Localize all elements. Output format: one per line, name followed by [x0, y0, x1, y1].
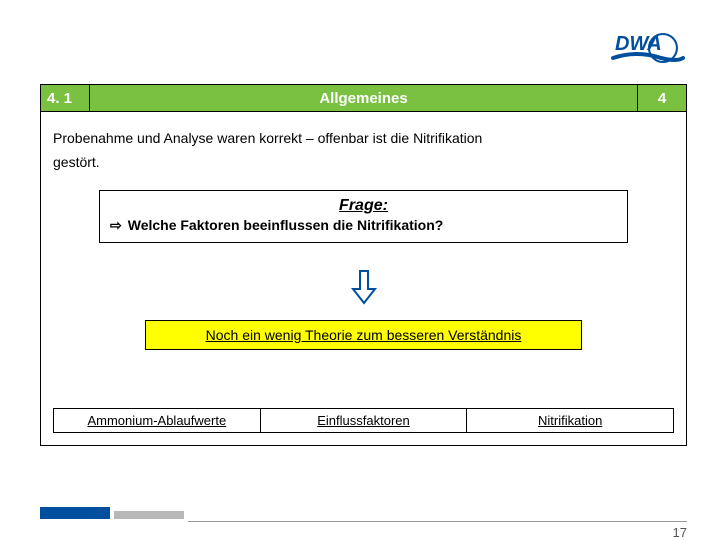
dwa-logo: DWA — [607, 28, 687, 77]
tab-nitrifikation[interactable]: Nitrifikation — [466, 408, 674, 433]
body-line-2: gestört. — [53, 154, 674, 170]
page-number: 17 — [673, 525, 687, 540]
footer-bar-grey — [114, 511, 184, 519]
section-number: 4. 1 — [40, 84, 90, 112]
question-title: Frage: — [110, 197, 617, 215]
down-arrow-icon — [53, 269, 674, 310]
tab-ammonium[interactable]: Ammonium-Ablaufwerte — [53, 408, 261, 433]
footer-bars — [40, 507, 687, 519]
slide-header: 4. 1 Allgemeines 4 — [40, 84, 687, 112]
arrow-right-icon: ⇨ — [110, 217, 122, 234]
footer-bar-blue — [40, 507, 110, 519]
theory-text: Noch ein wenig Theorie zum besseren Vers… — [206, 327, 522, 343]
footer-line — [188, 521, 687, 522]
question-item: ⇨ Welche Faktoren beeinflussen die Nitri… — [110, 217, 617, 234]
bottom-tabs: Ammonium-Ablaufwerte Einflussfaktoren Ni… — [53, 408, 674, 433]
section-page-mark: 4 — [637, 84, 687, 112]
slide-footer: 17 — [40, 507, 687, 522]
theory-box: Noch ein wenig Theorie zum besseren Vers… — [145, 320, 582, 350]
question-text: Welche Faktoren beeinflussen die Nitrifi… — [128, 217, 444, 233]
content-area: Probenahme und Analyse waren korrekt – o… — [40, 112, 687, 446]
question-box: Frage: ⇨ Welche Faktoren beeinflussen di… — [99, 190, 628, 243]
body-line-1: Probenahme und Analyse waren korrekt – o… — [53, 130, 674, 146]
tab-einflussfaktoren[interactable]: Einflussfaktoren — [260, 408, 468, 433]
section-title: Allgemeines — [90, 84, 637, 112]
